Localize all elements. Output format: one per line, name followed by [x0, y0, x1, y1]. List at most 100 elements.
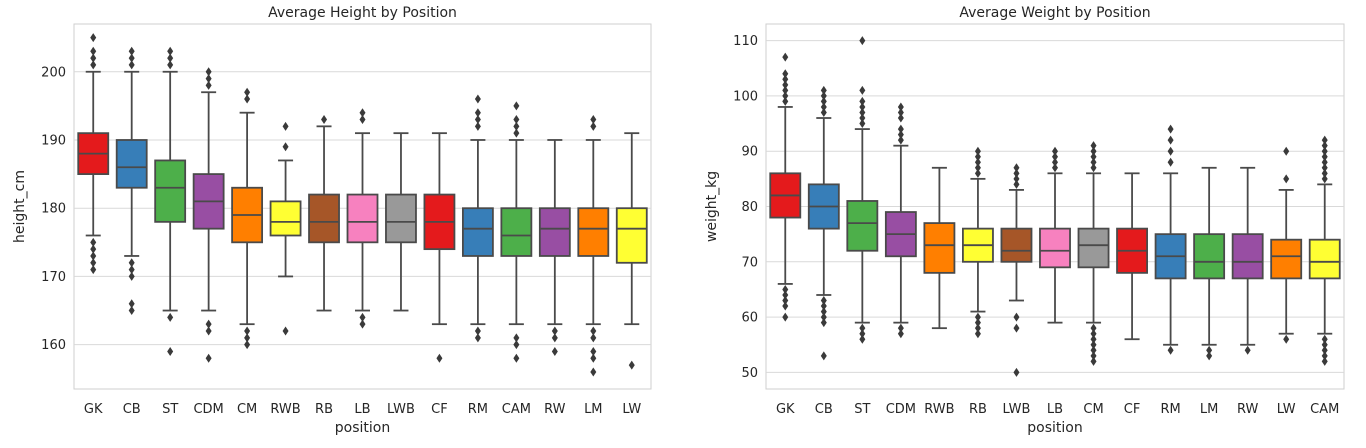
outlier-point	[820, 96, 827, 106]
outlier-point	[859, 329, 866, 339]
y-tick-label: 160	[41, 338, 66, 353]
box-iqr	[1193, 233, 1226, 280]
box-rm	[461, 94, 494, 343]
box-gk	[77, 33, 110, 275]
outlier-point	[1052, 163, 1058, 173]
box-cam	[1308, 135, 1341, 366]
box-st	[846, 36, 879, 344]
outlier-point	[1321, 146, 1328, 156]
x-axis-label: position	[1027, 420, 1082, 436]
outlier-point	[1321, 152, 1328, 162]
outlier-point	[513, 353, 520, 363]
x-tick-label: RWB	[924, 402, 954, 417]
outlier-point	[551, 333, 558, 343]
outlier-point	[205, 326, 212, 336]
outlier-point	[474, 333, 481, 343]
outlier-point	[1283, 146, 1290, 156]
outlier-point	[1013, 367, 1020, 377]
box-lb	[1039, 146, 1071, 324]
y-tick-label: 70	[741, 255, 758, 270]
outlier-point	[1321, 345, 1328, 355]
outlier-point	[1283, 334, 1290, 344]
outlier-point	[90, 244, 97, 254]
outlier-point	[90, 258, 97, 268]
x-tick-label: CM	[1083, 402, 1103, 417]
outlier-point	[1090, 329, 1097, 339]
outlier-point	[128, 306, 135, 316]
outlier-point	[513, 333, 520, 343]
outlier-point	[167, 346, 174, 356]
y-tick-label: 50	[741, 366, 758, 381]
outlier-point	[128, 265, 135, 275]
box-iqr	[1039, 227, 1071, 269]
x-tick-label: CF	[431, 402, 448, 417]
outlier-point	[1321, 157, 1328, 167]
outlier-point	[1090, 157, 1097, 167]
outlier-point	[128, 271, 135, 281]
outlier-point	[1090, 152, 1097, 162]
outlier-point	[1013, 179, 1020, 189]
outlier-point	[859, 119, 866, 129]
outlier-point	[128, 60, 135, 70]
box-lw	[1270, 146, 1303, 344]
box-lwb	[385, 132, 417, 312]
x-tick-label: LM	[584, 402, 602, 417]
outlier-point	[974, 329, 981, 339]
x-tick-label: CAM	[1310, 402, 1339, 417]
outlier-point	[513, 101, 520, 111]
box-lm	[577, 115, 610, 377]
outlier-point	[90, 46, 97, 56]
outlier-point	[820, 85, 827, 95]
box-iqr	[385, 193, 417, 244]
x-tick-label: ST	[854, 402, 870, 417]
box-cam	[500, 101, 533, 363]
outlier-point	[590, 367, 597, 377]
box-iqr	[577, 207, 610, 257]
outlier-point	[321, 115, 328, 125]
outlier-point	[205, 353, 212, 363]
outlier-point	[590, 326, 597, 336]
chart-title: Average Weight by Position	[959, 5, 1150, 21]
outlier-point	[820, 312, 827, 322]
x-tick-label: LWB	[1003, 402, 1031, 417]
outlier-point	[1321, 168, 1328, 178]
chart-panel: 160 170 180 190 200 GK CB ST CDM CM RWB RB LB LWB CF RM…	[12, 5, 652, 436]
x-tick-label: RW	[1237, 402, 1259, 417]
outlier-point	[897, 323, 904, 333]
box-cb	[115, 46, 148, 316]
outlier-point	[90, 33, 97, 43]
outlier-point	[1090, 356, 1097, 366]
outlier-point	[897, 329, 904, 339]
outlier-point	[282, 142, 289, 152]
outlier-point	[128, 299, 135, 309]
outlier-point	[282, 121, 289, 131]
x-tick-label: RW	[544, 402, 566, 417]
box-iqr	[154, 159, 187, 223]
outlier-point	[1013, 168, 1020, 178]
outlier-point	[167, 312, 174, 322]
outlier-point	[782, 301, 789, 311]
box-iqr	[500, 207, 533, 257]
outlier-point	[859, 96, 866, 106]
outlier-point	[590, 115, 597, 125]
outlier-point	[1321, 340, 1328, 350]
box-cf	[1116, 172, 1148, 341]
outlier-point	[282, 326, 289, 336]
outlier-point	[974, 146, 981, 156]
outlier-point	[244, 94, 251, 104]
outlier-point	[128, 258, 135, 268]
outlier-point	[167, 46, 174, 56]
outlier-point	[1090, 340, 1097, 350]
outlier-point	[590, 353, 597, 363]
box-gk	[769, 52, 802, 322]
outlier-point	[590, 346, 597, 356]
box-rb	[308, 115, 340, 312]
outlier-point	[128, 46, 135, 56]
outlier-point	[1090, 345, 1097, 355]
outlier-point	[1167, 124, 1174, 134]
outlier-point	[782, 52, 789, 62]
outlier-point	[474, 108, 481, 118]
outlier-point	[1206, 351, 1213, 361]
x-axis-label: position	[335, 420, 390, 436]
